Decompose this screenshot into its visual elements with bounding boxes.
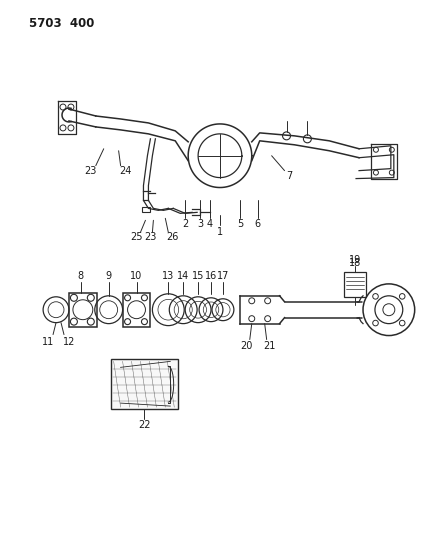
Text: 13: 13 (162, 271, 175, 281)
Text: 14: 14 (177, 271, 189, 281)
Text: 17: 17 (217, 271, 229, 281)
Text: 6: 6 (255, 219, 261, 229)
Text: 20: 20 (241, 342, 253, 351)
Text: 15: 15 (192, 271, 204, 281)
Text: 11: 11 (42, 336, 54, 346)
Text: 3: 3 (197, 219, 203, 229)
Text: 7: 7 (286, 171, 293, 181)
Text: 10: 10 (131, 271, 143, 281)
Text: 25: 25 (130, 232, 143, 242)
Text: 19: 19 (349, 255, 361, 265)
Text: 12: 12 (63, 336, 75, 346)
Text: 9: 9 (106, 271, 112, 281)
Text: 21: 21 (264, 342, 276, 351)
Bar (111, 359, 178, 409)
Text: 23: 23 (85, 166, 97, 176)
Bar (344, 272, 366, 297)
Text: 16: 16 (205, 271, 217, 281)
Bar (143, 207, 150, 212)
Text: 26: 26 (166, 232, 178, 242)
Text: 23: 23 (144, 232, 157, 242)
Text: 4: 4 (207, 219, 213, 229)
Text: 24: 24 (119, 166, 132, 176)
Bar (122, 293, 150, 327)
Text: 8: 8 (78, 271, 84, 281)
Text: 5703  400: 5703 400 (29, 17, 95, 30)
Text: 2: 2 (182, 219, 188, 229)
Text: 22: 22 (138, 420, 151, 430)
Text: 18: 18 (349, 258, 361, 268)
Text: 5: 5 (237, 219, 243, 229)
Text: 1: 1 (217, 227, 223, 237)
Bar (69, 293, 97, 327)
